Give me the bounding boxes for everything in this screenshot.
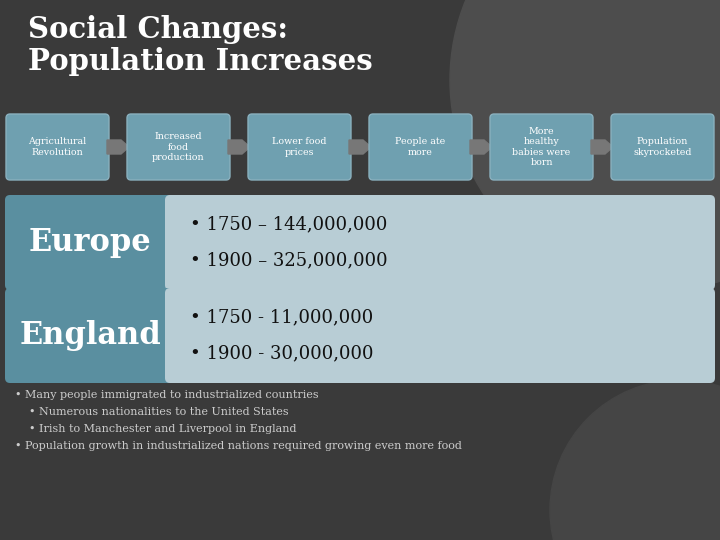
Polygon shape [591, 140, 613, 154]
Text: England: England [19, 320, 161, 351]
Text: People ate
more: People ate more [395, 137, 446, 157]
FancyBboxPatch shape [369, 114, 472, 180]
Text: • 1900 – 325,000,000: • 1900 – 325,000,000 [190, 251, 387, 269]
Text: Social Changes:
Population Increases: Social Changes: Population Increases [28, 15, 373, 77]
Text: Agricultural
Revolution: Agricultural Revolution [28, 137, 86, 157]
FancyBboxPatch shape [165, 195, 715, 290]
Text: Population
skyrocketed: Population skyrocketed [634, 137, 692, 157]
FancyBboxPatch shape [5, 195, 175, 290]
Text: • 1900 - 30,000,000: • 1900 - 30,000,000 [190, 344, 374, 362]
FancyBboxPatch shape [165, 288, 715, 383]
FancyBboxPatch shape [6, 114, 109, 180]
Text: • Many people immigrated to industrialized countries: • Many people immigrated to industrializ… [15, 390, 319, 400]
FancyBboxPatch shape [127, 114, 230, 180]
Text: • Irish to Manchester and Liverpool in England: • Irish to Manchester and Liverpool in E… [15, 424, 297, 434]
Polygon shape [107, 140, 129, 154]
Text: Increased
food
production: Increased food production [152, 132, 204, 162]
Text: • Population growth in industrialized nations required growing even more food: • Population growth in industrialized na… [15, 441, 462, 451]
Polygon shape [470, 140, 492, 154]
FancyBboxPatch shape [5, 288, 175, 383]
Circle shape [450, 0, 720, 290]
Text: • 1750 - 11,000,000: • 1750 - 11,000,000 [190, 308, 373, 326]
Text: Lower food
prices: Lower food prices [272, 137, 327, 157]
Polygon shape [228, 140, 250, 154]
Text: • 1750 – 144,000,000: • 1750 – 144,000,000 [190, 215, 387, 233]
FancyBboxPatch shape [248, 114, 351, 180]
FancyBboxPatch shape [611, 114, 714, 180]
FancyBboxPatch shape [490, 114, 593, 180]
Text: More
healthy
babies were
born: More healthy babies were born [513, 127, 571, 167]
Text: • Numerous nationalities to the United States: • Numerous nationalities to the United S… [15, 407, 289, 417]
Text: Europe: Europe [29, 227, 151, 258]
Circle shape [550, 380, 720, 540]
Polygon shape [349, 140, 371, 154]
